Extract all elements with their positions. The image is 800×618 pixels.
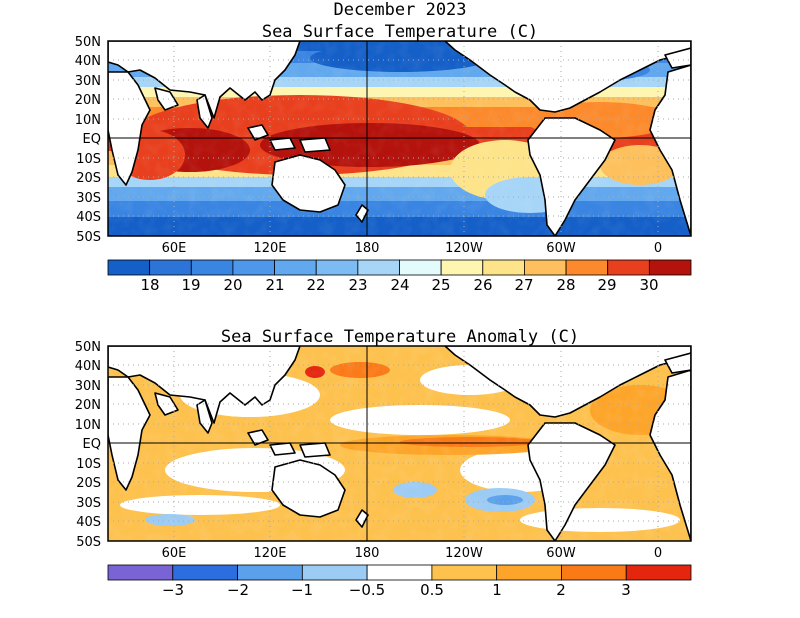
lon-label: 0 xyxy=(654,241,662,256)
lat-label: 20N xyxy=(75,93,101,108)
lat-label: 20S xyxy=(76,476,101,491)
colorbar-swatch xyxy=(565,259,609,276)
sst-map-frame xyxy=(107,40,692,237)
colorbar-swatch xyxy=(149,259,192,276)
colorbar-label: 18 xyxy=(140,276,159,294)
colorbar-swatch xyxy=(431,564,498,581)
sst-land xyxy=(108,41,691,236)
colorbar-label: 20 xyxy=(223,276,242,294)
lat-label: 10N xyxy=(75,418,101,433)
colorbar-swatch xyxy=(648,259,692,276)
colorbar-label: 23 xyxy=(348,276,367,294)
lat-label: EQ xyxy=(83,132,101,147)
anomaly-map-frame xyxy=(107,345,692,542)
lon-label: 60W xyxy=(546,546,576,561)
colorbar-swatch xyxy=(274,259,317,276)
colorbar-label: 29 xyxy=(597,276,616,294)
colorbar-label: −0.5 xyxy=(349,581,385,599)
lat-label: 10N xyxy=(75,113,101,128)
anomaly-lon-axis: 60E 120E 180 120W 60W 0 xyxy=(162,546,663,561)
colorbar-swatch xyxy=(399,259,442,276)
lat-label: 40N xyxy=(75,359,101,374)
lon-label: 120E xyxy=(253,546,286,561)
figure-title: December 2023 xyxy=(333,0,467,20)
sst-colorbar xyxy=(107,259,692,276)
lat-label: 30S xyxy=(76,496,101,511)
sst-lon-axis: 60E 120E 180 120W 60W 0 xyxy=(162,241,663,256)
colorbar-swatch xyxy=(524,259,567,276)
lon-label: 180 xyxy=(355,241,380,256)
lat-label: 20N xyxy=(75,398,101,413)
colorbar-swatch xyxy=(190,259,234,276)
colorbar-label: 3 xyxy=(621,581,631,599)
lon-label: 120W xyxy=(445,241,483,256)
lon-label: 0 xyxy=(654,546,662,561)
colorbar-label: 21 xyxy=(265,276,284,294)
lon-label: 120E xyxy=(253,241,286,256)
colorbar-label: 0.5 xyxy=(420,581,444,599)
lon-label: 180 xyxy=(355,546,380,561)
colorbar-swatch xyxy=(482,259,525,276)
colorbar-label: 1 xyxy=(492,581,502,599)
colorbar-swatch xyxy=(232,259,275,276)
colorbar-swatch xyxy=(357,259,400,276)
colorbar-swatch xyxy=(561,564,627,581)
sst-colorbar-labels: 18 19 20 21 22 23 24 25 26 27 28 29 30 xyxy=(140,276,658,294)
colorbar-swatch xyxy=(496,564,562,581)
colorbar-swatch xyxy=(237,564,303,581)
anomaly-colorbar-labels: −3 −2 −1 −0.5 0.5 1 2 3 xyxy=(162,581,631,599)
colorbar-swatch xyxy=(301,564,368,581)
anomaly-lat-axis: 50N 40N 30N 20N 10N EQ 10S 20S 30S 40S 5… xyxy=(75,340,101,550)
colorbar-label: 19 xyxy=(181,276,200,294)
lat-label: 40S xyxy=(76,515,101,530)
sst-panel-title: Sea Surface Temperature (C) xyxy=(262,22,538,42)
anomaly-graticule xyxy=(108,346,691,541)
lat-label: 30S xyxy=(76,191,101,206)
lon-label: 60E xyxy=(162,241,187,256)
colorbar-swatch xyxy=(315,259,359,276)
colorbar-swatch xyxy=(366,564,433,581)
colorbar-label: 26 xyxy=(473,276,492,294)
lat-label: 10S xyxy=(76,457,101,472)
colorbar-label: 27 xyxy=(514,276,533,294)
colorbar-label: 28 xyxy=(556,276,575,294)
colorbar-swatch xyxy=(107,259,151,276)
lat-label: 30N xyxy=(75,74,101,89)
lat-label: 50S xyxy=(76,535,101,550)
colorbar-swatch xyxy=(607,259,650,276)
colorbar-label: 24 xyxy=(390,276,409,294)
colorbar-label: −1 xyxy=(291,581,313,599)
lat-label: 40N xyxy=(75,54,101,69)
lat-label: 50N xyxy=(75,35,101,50)
anomaly-colorbar xyxy=(107,564,692,581)
colorbar-label: 2 xyxy=(556,581,566,599)
colorbar-swatch xyxy=(625,564,692,581)
lon-label: 60W xyxy=(546,241,576,256)
colorbar-label: 30 xyxy=(639,276,658,294)
sst-lat-axis: 50N 40N 30N 20N 10N EQ 10S 20S 30S 40S 5… xyxy=(75,35,101,245)
lon-label: 120W xyxy=(445,546,483,561)
colorbar-swatch xyxy=(172,564,238,581)
lon-label: 60E xyxy=(162,546,187,561)
colorbar-swatch xyxy=(440,259,484,276)
lat-label: 50N xyxy=(75,340,101,355)
lat-label: 20S xyxy=(76,171,101,186)
lat-label: 10S xyxy=(76,152,101,167)
lat-label: 50S xyxy=(76,230,101,245)
sst-graticule xyxy=(108,41,691,236)
colorbar-label: −2 xyxy=(227,581,249,599)
colorbar-label: 25 xyxy=(431,276,450,294)
colorbar-swatch xyxy=(107,564,174,581)
anomaly-panel-title: Sea Surface Temperature Anomaly (C) xyxy=(221,327,579,347)
lat-label: 40S xyxy=(76,210,101,225)
colorbar-label: −3 xyxy=(162,581,184,599)
lat-label: EQ xyxy=(83,437,101,452)
lat-label: 30N xyxy=(75,379,101,394)
colorbar-label: 22 xyxy=(306,276,325,294)
